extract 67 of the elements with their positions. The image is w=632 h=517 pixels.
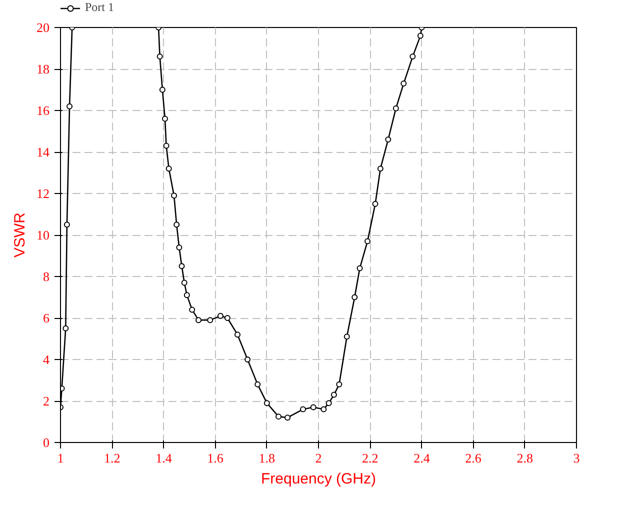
- y-tick-label: 20: [36, 20, 50, 35]
- y-tick-label: 0: [43, 435, 50, 450]
- x-tick-label: 2.8: [516, 450, 534, 466]
- y-tick-label: 10: [36, 228, 50, 242]
- y-tick-label: 2: [43, 394, 50, 408]
- point: [62, 325, 69, 332]
- point: [320, 406, 327, 412]
- point: [178, 263, 185, 270]
- point: [162, 116, 168, 122]
- point: [234, 332, 240, 338]
- point: [352, 294, 358, 300]
- point: [176, 244, 182, 250]
- x-tick-label: 1.8: [258, 450, 276, 466]
- point: [244, 356, 251, 362]
- point: [207, 317, 214, 324]
- point: [400, 80, 407, 87]
- point: [300, 406, 306, 412]
- y-axis-title: VSWR: [12, 212, 28, 258]
- point: [330, 392, 337, 398]
- x-tick-label: 2.4: [414, 450, 430, 466]
- point: [159, 86, 166, 93]
- point: [171, 192, 178, 199]
- point: [224, 315, 230, 321]
- x-tick-label: 1: [57, 450, 64, 466]
- x-tick-label: 1.6: [207, 450, 224, 466]
- y-tick-label: 16: [36, 103, 50, 118]
- point: [217, 312, 224, 319]
- y-tick-label: 12: [36, 186, 50, 201]
- point: [264, 400, 270, 406]
- y-tick-label: 8: [43, 269, 50, 284]
- point: [163, 142, 170, 149]
- y-tick-label: 18: [36, 62, 50, 76]
- point: [356, 265, 363, 272]
- point: [326, 400, 332, 406]
- x-tick-label: 2.6: [465, 450, 482, 466]
- point: [336, 381, 342, 388]
- y-tick-label: 6: [43, 310, 50, 326]
- legend-label: Port 1: [85, 0, 114, 15]
- point: [174, 222, 180, 228]
- point: [417, 32, 424, 39]
- x-axis-title: Frequency (GHz): [260, 470, 376, 488]
- point: [66, 103, 73, 110]
- point: [184, 292, 190, 298]
- point: [254, 381, 261, 388]
- point: [372, 200, 378, 207]
- point: [392, 105, 399, 112]
- point: [284, 414, 291, 421]
- y-tick-label: 4: [43, 352, 50, 367]
- x-tick-label: 1.4: [156, 450, 172, 466]
- point: [364, 238, 371, 244]
- point: [385, 136, 392, 143]
- x-tick-label: 2: [315, 450, 322, 466]
- point: [410, 54, 416, 60]
- x-tick-label: 3: [573, 450, 580, 466]
- y-tick-label: 14: [36, 144, 50, 160]
- point: [166, 166, 172, 172]
- point: [189, 306, 196, 313]
- point: [344, 334, 350, 340]
- point: [156, 54, 163, 60]
- point: [181, 280, 188, 286]
- point: [310, 404, 316, 410]
- point: [196, 317, 202, 324]
- x-tick-label: 1.2: [104, 450, 120, 466]
- x-tick-label: 2.2: [362, 450, 378, 466]
- point: [276, 414, 282, 420]
- point: [64, 222, 70, 228]
- point: [377, 166, 384, 172]
